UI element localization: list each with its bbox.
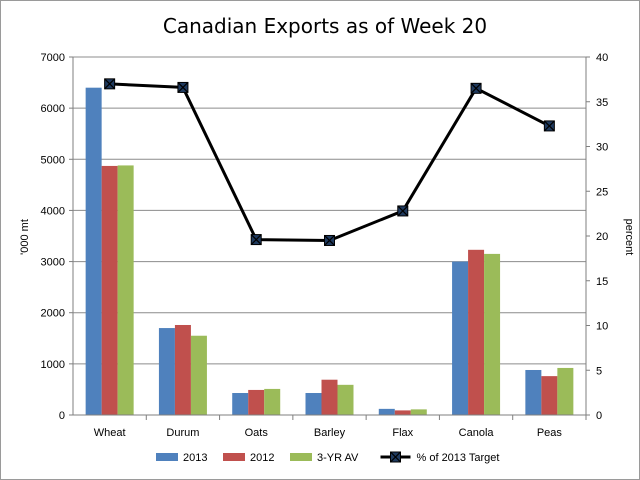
bar-3-yr-av-flax <box>410 409 427 415</box>
marker-cross <box>324 235 335 246</box>
target-point-peas <box>543 120 555 132</box>
x-tick-label: Oats <box>245 427 269 439</box>
bar-3-yr-av-oats <box>264 388 281 415</box>
legend-label: % of 2013 Target <box>417 452 500 464</box>
y2-tick-label: 5 <box>596 365 602 377</box>
legend-swatch-3-yr-av <box>290 453 312 461</box>
y-tick-label: 5000 <box>41 154 65 166</box>
legend-label: 2013 <box>183 452 207 464</box>
y2-tick-label: 10 <box>596 321 608 333</box>
legend-marker <box>390 451 401 463</box>
bar-3-yr-av-durum <box>190 335 207 415</box>
y2-axis-label: percent <box>623 219 635 256</box>
x-tick-label: Barley <box>314 427 346 439</box>
x-tick-label: Durum <box>166 427 199 439</box>
legend-label: 2012 <box>250 452 274 464</box>
marker-cross <box>397 205 409 217</box>
bar-3-yr-av-barley <box>337 384 354 415</box>
y2-tick-label: 35 <box>596 97 608 109</box>
legend-label: 3-YR AV <box>317 452 359 464</box>
marker-cross <box>250 234 262 246</box>
y2-tick-label: 40 <box>596 52 608 64</box>
y2-tick-label: 30 <box>596 142 608 154</box>
legend: 2013 2012 3-YR AV % of 2013 Target <box>156 451 500 464</box>
target-point-wheat <box>104 78 116 90</box>
bar-2013-oats <box>232 393 249 415</box>
bar-2013-flax <box>378 408 395 415</box>
y-tick-label: 1000 <box>41 359 65 371</box>
y2-tick-label: 15 <box>596 276 608 288</box>
bar-2013-canola <box>452 261 469 415</box>
y2-tick-label: 0 <box>596 410 602 422</box>
bar-2013-wheat <box>85 87 102 415</box>
y-tick-label: 7000 <box>41 52 65 64</box>
x-tick-label: Flax <box>392 427 413 439</box>
bar-2012-oats <box>248 389 265 415</box>
bar-2012-durum <box>174 324 191 415</box>
bar-2012-peas <box>541 376 558 415</box>
legend-swatch-2012 <box>223 453 245 461</box>
marker-cross <box>543 120 555 132</box>
bar-2013-peas <box>525 369 542 415</box>
bar-2013-durum <box>158 328 175 415</box>
x-tick-label: Canola <box>459 427 495 439</box>
y-tick-label: 2000 <box>41 308 65 320</box>
marker-cross <box>104 78 116 90</box>
bar-2013-barley <box>305 393 322 415</box>
y2-tick-label: 20 <box>596 231 608 243</box>
y-tick-label: 6000 <box>41 103 65 115</box>
y-tick-label: 0 <box>59 410 65 422</box>
y2-tick-label: 25 <box>596 186 608 198</box>
bar-3-yr-av-wheat <box>117 165 134 415</box>
target-point-barley <box>324 234 335 246</box>
axes <box>69 56 590 420</box>
target-point-canola <box>470 82 482 94</box>
y-tick-label: 3000 <box>41 257 65 269</box>
y-tick-label: 4000 <box>41 205 65 217</box>
target-point-flax <box>397 205 409 217</box>
target-point-durum <box>177 81 189 93</box>
marker-cross <box>390 451 401 463</box>
chart-title: Canadian Exports as of Week 20 <box>163 14 487 38</box>
bars <box>85 87 574 415</box>
target-line <box>104 78 555 246</box>
x-tick-label: Peas <box>537 427 563 439</box>
x-tick-label: Wheat <box>94 427 126 439</box>
bar-2012-barley <box>321 379 338 415</box>
bar-3-yr-av-peas <box>557 367 574 415</box>
marker-cross <box>470 82 482 94</box>
bar-2012-canola <box>468 249 485 415</box>
target-point-oats <box>250 234 262 246</box>
bar-2012-flax <box>394 410 411 415</box>
y-axis-label: '000 mt <box>19 219 31 255</box>
gridlines <box>73 56 586 365</box>
tick-labels: 0 1000 2000 3000 4000 5000 6000 7000 0 5 10 15 20 25 3… <box>41 52 609 439</box>
bar-2012-wheat <box>101 165 118 415</box>
target-line-path <box>109 82 551 242</box>
bar-3-yr-av-canola <box>484 253 501 415</box>
legend-swatch-2013 <box>156 453 178 461</box>
marker-cross <box>177 82 189 93</box>
